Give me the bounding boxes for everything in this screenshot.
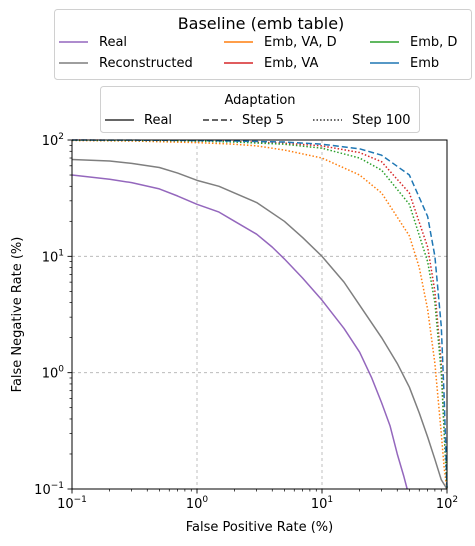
legend-baseline-entries: Real Reconstructed Emb, VA, D Emb, VA Emb, D… [59,35,457,71]
legend-baseline: Baseline (emb table) Real Reconstructed Em… [54,9,472,80]
y-tick-label-3: 102 [42,132,64,149]
legend-baseline-label-3: Emb, VA [264,56,318,71]
y-tick-label-0: 10−1 [34,481,64,498]
series-line-emb-va-d [71,139,448,490]
series-line-reconstructed [71,158,448,490]
legend-baseline-label-4: Emb, D [410,35,457,50]
series-line-emb [71,139,448,490]
x-tick-label-0: 10−1 [57,495,87,512]
legend-adaptation-label-0: Real [144,113,172,128]
legend-adaptation-label-1: Step 5 [242,113,284,128]
x-tick-label-2: 101 [311,495,333,512]
legend-adaptation: Adaptation Real Step 5 Step 100 [100,86,420,133]
grid-lines [72,140,447,489]
legend-adaptation-title: Adaptation [224,93,295,108]
legend-baseline-label-1: Reconstructed [99,56,193,71]
legend-baseline-label-2: Emb, VA, D [264,35,337,50]
plot-area: 10−1 100 101 102 10−1 100 101 102 [34,132,458,512]
axis-ticks: 10−1 100 101 102 10−1 100 101 102 [34,132,458,512]
y-tick-label-2: 101 [42,248,64,265]
y-tick-label-1: 100 [42,365,65,382]
legend-adaptation-frame [100,86,420,133]
series-line-real [71,174,408,490]
series-line-emb-d [71,139,448,490]
x-tick-label-1: 100 [186,495,209,512]
y-axis-label: False Negative Rate (%) [10,237,25,393]
legend-adaptation-entries: Real Step 5 Step 100 [105,113,411,128]
legend-baseline-frame [54,9,472,80]
series-line-emb-va [71,139,448,490]
legend-baseline-label-0: Real [99,35,127,50]
series-lines [71,139,448,490]
legend-adaptation-label-2: Step 100 [352,113,411,128]
legend-baseline-title: Baseline (emb table) [178,14,345,33]
x-tick-label-3: 102 [436,495,458,512]
x-axis-label: False Positive Rate (%) [186,520,333,535]
legend-baseline-label-5: Emb [410,56,439,71]
plot-frame [71,139,448,490]
